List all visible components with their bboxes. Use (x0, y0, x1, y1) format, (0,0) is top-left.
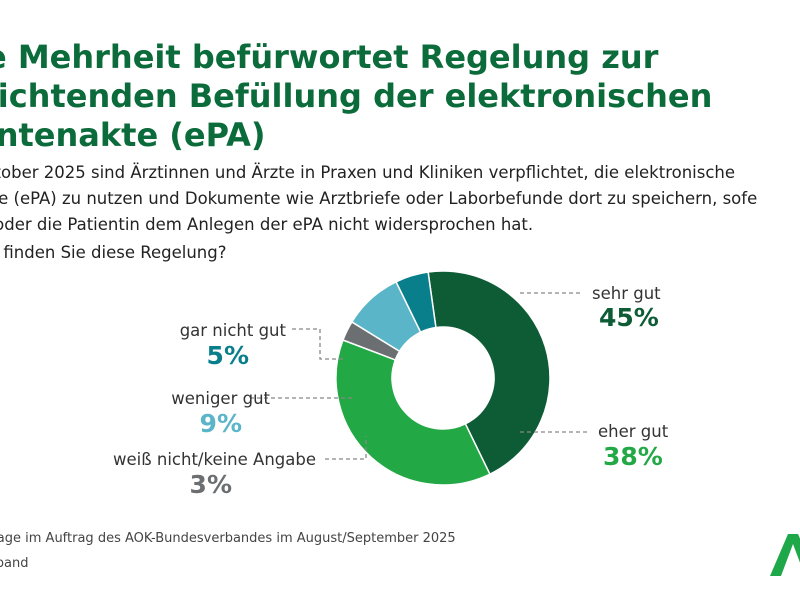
label-sehr-gut: sehr gut (592, 284, 661, 303)
slice-eher-gut (335, 339, 491, 486)
footer-source: -Umfrage im Auftrag des AOK-Bundesverban… (0, 531, 456, 546)
value-eher-gut: 38% (603, 442, 663, 471)
label-weniger-gut: weniger gut (171, 389, 270, 408)
slice-sehr-gut (427, 270, 551, 476)
aok-logo-icon (770, 534, 800, 576)
intro-line: akte (ePA) zu nutzen und Dokumente wie A… (0, 189, 758, 208)
value-weiss-nicht: 3% (189, 470, 232, 499)
label-eher-gut: eher gut (598, 422, 669, 441)
value-gar-nicht-gut: 5% (206, 341, 249, 370)
title-line: flichtenden Befüllung der elektronischen (0, 77, 713, 115)
footer-publisher: esverband (0, 556, 29, 571)
intro-line: nt oder die Patientin dem Anlegen der eP… (0, 215, 534, 234)
value-weniger-gut: 9% (199, 409, 242, 438)
title-line: ie Mehrheit befürwortet Regelung zur (0, 38, 659, 76)
leader-weiss-nicht (325, 436, 367, 460)
chart-title: ie Mehrheit befürwortet Regelung zur fli… (0, 38, 794, 155)
survey-question: e finden Sie diese Regelung? (0, 243, 227, 262)
title-line: entenakte (ePA) (0, 116, 266, 154)
label-weiss-nicht: weiß nicht/keine Angabe (113, 450, 316, 469)
value-sehr-gut: 45% (599, 303, 659, 332)
intro-text: Oktober 2025 sind Ärztinnen und Ärzte in… (0, 160, 800, 238)
intro-line: Oktober 2025 sind Ärztinnen und Ärzte in… (0, 163, 736, 182)
leader-gar-nicht-gut (292, 328, 345, 360)
label-gar-nicht-gut: gar nicht gut (179, 321, 286, 340)
slice-gar-nicht-gut (395, 271, 437, 334)
